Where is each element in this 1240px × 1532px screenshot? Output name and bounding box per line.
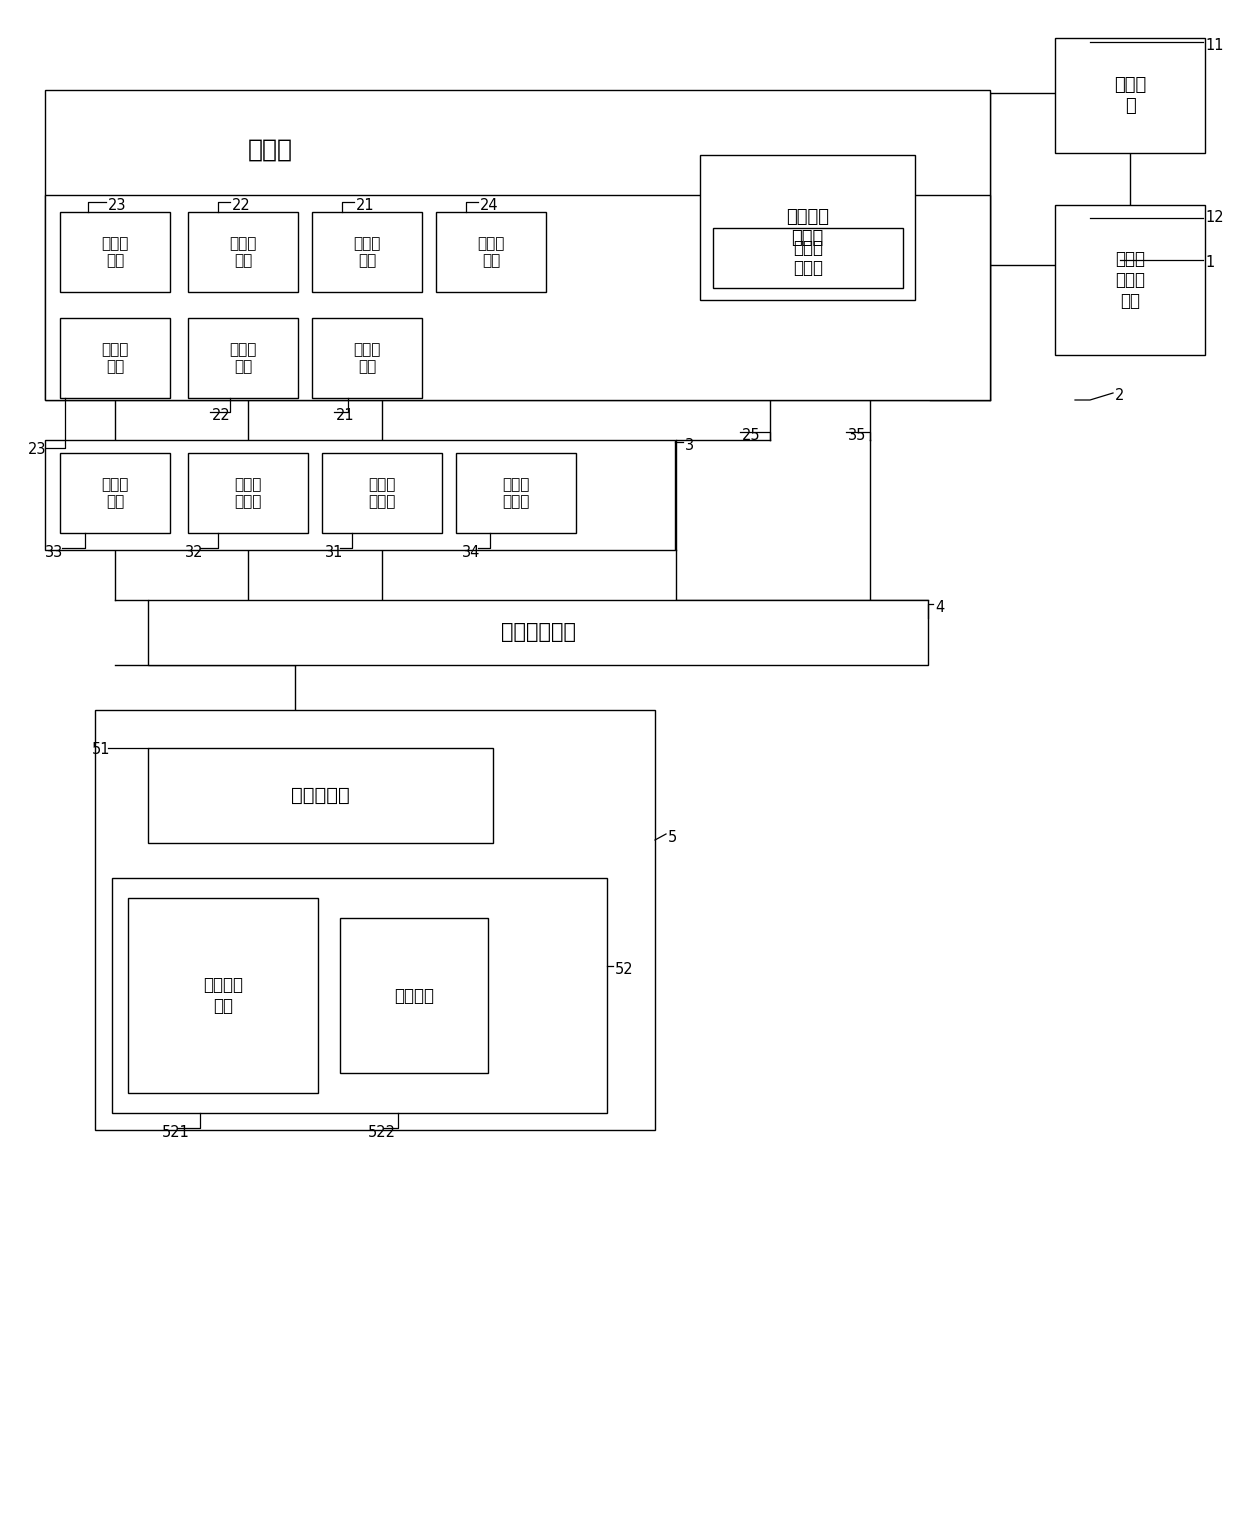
Text: 压力传
感器: 压力传 感器 [102, 236, 129, 268]
Text: 抽压装
置: 抽压装 置 [1114, 77, 1146, 115]
Bar [701, 155, 915, 300]
Text: 湿度传
感器: 湿度传 感器 [229, 236, 257, 268]
Text: 温度传
感器: 温度传 感器 [353, 342, 381, 374]
Text: 23: 23 [108, 198, 126, 213]
Text: 2: 2 [1115, 388, 1125, 403]
Bar [60, 453, 170, 533]
Text: 流量计
控制器: 流量计 控制器 [794, 239, 823, 277]
Text: 温度传
感器: 温度传 感器 [353, 236, 381, 268]
Text: 数据处理
模块: 数据处理 模块 [203, 976, 243, 1014]
Text: 22: 22 [232, 198, 250, 213]
Text: 21: 21 [356, 198, 374, 213]
Text: 52: 52 [615, 962, 634, 977]
Text: 湿度传
感器: 湿度传 感器 [229, 342, 257, 374]
Text: 25: 25 [742, 427, 760, 443]
Bar [340, 918, 489, 1072]
Text: 32: 32 [185, 545, 203, 561]
Bar [456, 453, 577, 533]
Bar [188, 319, 298, 398]
Text: 4: 4 [935, 601, 944, 614]
Text: 差压传
感器: 差压传 感器 [477, 236, 505, 268]
Text: 差压测
量开关: 差压测 量开关 [502, 476, 529, 509]
Bar [45, 195, 990, 400]
Text: 12: 12 [1205, 210, 1224, 225]
Bar [1055, 205, 1205, 355]
Text: 22: 22 [212, 408, 231, 423]
Text: 压力传
感器: 压力传 感器 [102, 342, 129, 374]
Bar [1055, 38, 1205, 153]
Text: 数据采集器: 数据采集器 [291, 786, 350, 804]
Text: 522: 522 [368, 1124, 396, 1140]
Text: 23: 23 [29, 443, 47, 457]
Text: 5: 5 [668, 830, 677, 846]
Text: 温度测
量开关: 温度测 量开关 [368, 476, 396, 509]
Text: 21: 21 [336, 408, 355, 423]
Text: 压缩空气
流量计: 压缩空气 流量计 [786, 208, 830, 247]
Text: 压力传
感器: 压力传 感器 [102, 476, 129, 509]
Bar [188, 453, 308, 533]
Bar [148, 748, 494, 843]
Text: 521: 521 [162, 1124, 190, 1140]
Bar [322, 453, 441, 533]
Text: 11: 11 [1205, 38, 1224, 54]
Text: 51: 51 [92, 741, 110, 757]
Bar [436, 211, 546, 293]
Text: 3: 3 [684, 438, 694, 453]
Text: 信号转换组件: 信号转换组件 [501, 622, 575, 642]
Text: 警报模块: 警报模块 [394, 987, 434, 1005]
Text: 35: 35 [848, 427, 867, 443]
Bar [312, 319, 422, 398]
Text: 1: 1 [1205, 254, 1214, 270]
Bar [112, 878, 608, 1114]
Bar [95, 709, 655, 1131]
Text: 湿度测
量开关: 湿度测 量开关 [234, 476, 262, 509]
Bar [188, 211, 298, 293]
Text: 34: 34 [463, 545, 480, 561]
Bar [60, 211, 170, 293]
Text: 压缩空
气分配
系统: 压缩空 气分配 系统 [1115, 250, 1145, 309]
Bar [45, 440, 675, 550]
Bar [45, 90, 990, 400]
Text: 24: 24 [480, 198, 498, 213]
Bar [148, 601, 928, 665]
Text: 33: 33 [45, 545, 63, 561]
Bar [128, 898, 317, 1092]
Bar [312, 211, 422, 293]
Bar [60, 319, 170, 398]
Text: 安全壳: 安全壳 [248, 138, 293, 162]
Bar [713, 228, 903, 288]
Text: 31: 31 [325, 545, 343, 561]
